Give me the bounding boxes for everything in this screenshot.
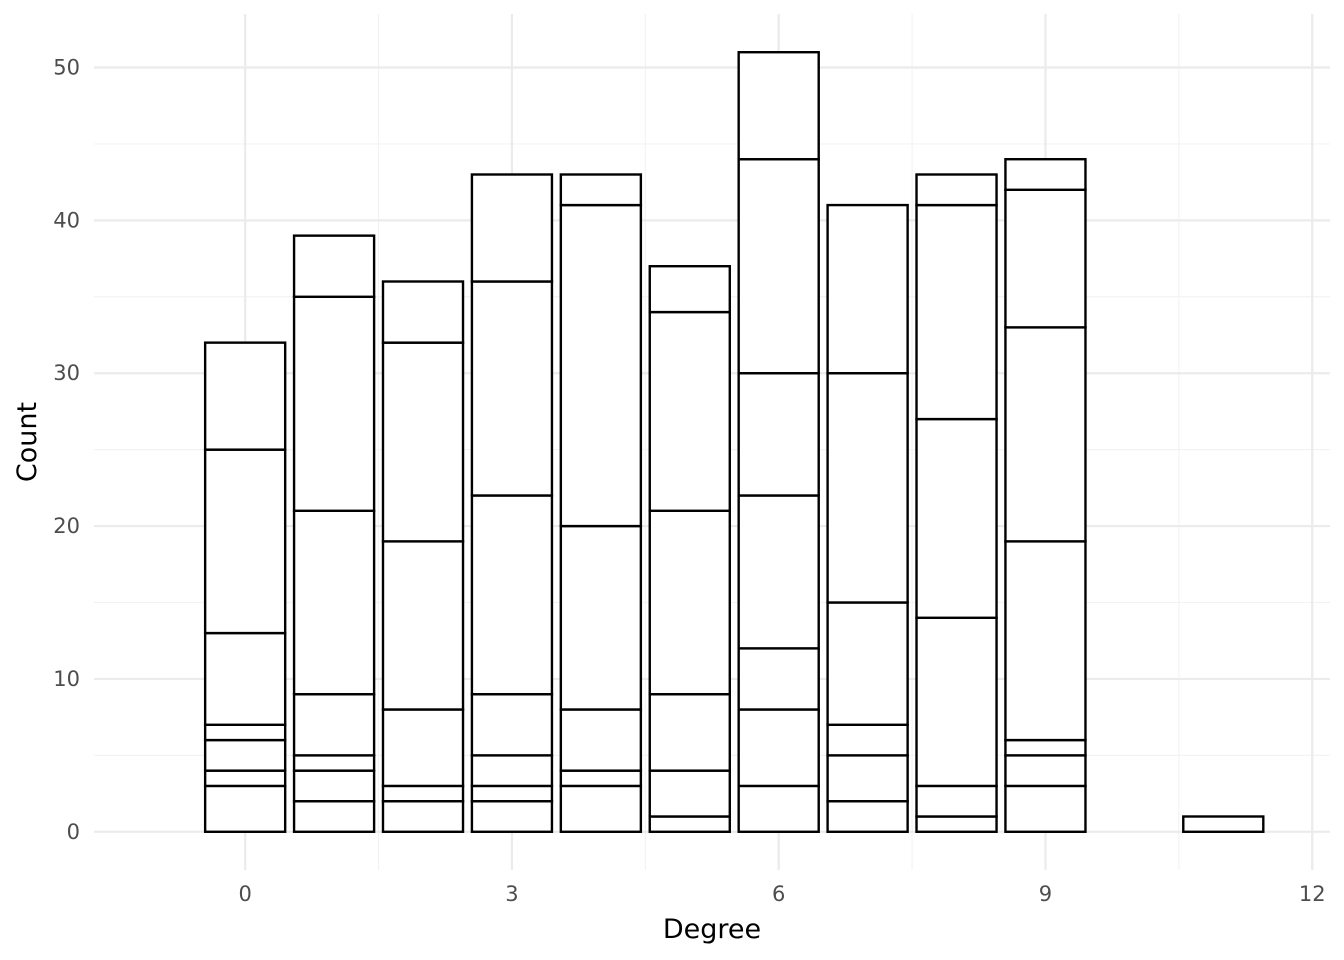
bar-segment bbox=[1004, 738, 1087, 757]
bar-segment bbox=[1182, 815, 1265, 833]
bar-segment bbox=[915, 203, 998, 421]
bar-segment bbox=[826, 203, 909, 375]
bar-segment bbox=[826, 723, 909, 757]
bar-segment bbox=[826, 372, 909, 604]
x-tick-label: 9 bbox=[1039, 882, 1052, 906]
bar-segment bbox=[826, 754, 909, 803]
bar-segment bbox=[203, 738, 287, 772]
y-tick-label: 30 bbox=[53, 361, 80, 385]
bar-segment bbox=[203, 769, 287, 788]
bar-segment bbox=[203, 341, 287, 451]
bar-segment bbox=[470, 754, 554, 788]
bar-degree-6 bbox=[737, 51, 820, 833]
bar-segment bbox=[381, 784, 465, 803]
bar-degree-0 bbox=[203, 341, 287, 833]
y-axis-title: Count bbox=[12, 402, 43, 482]
bar-segment bbox=[470, 693, 554, 757]
bar-degree-7 bbox=[826, 203, 909, 833]
bar-segment bbox=[470, 173, 554, 283]
bar-segment bbox=[292, 769, 376, 803]
bar-segment bbox=[648, 693, 731, 772]
bar-segment bbox=[559, 784, 643, 833]
bar-segment bbox=[737, 647, 820, 711]
x-tick-label: 6 bbox=[772, 882, 785, 906]
bar-segment bbox=[292, 295, 376, 512]
bar-segment bbox=[203, 631, 287, 726]
x-axis-ticks: 0 3 6 9 12 bbox=[238, 882, 1325, 906]
bar-segment bbox=[648, 815, 731, 833]
bar-segment bbox=[915, 417, 998, 619]
bar-segment bbox=[737, 494, 820, 650]
bar-segment bbox=[1004, 188, 1087, 329]
bar-segment bbox=[559, 708, 643, 772]
bar-degree-8 bbox=[915, 173, 998, 833]
bar-segment bbox=[292, 693, 376, 757]
bar-segment bbox=[648, 265, 731, 314]
bar-segment bbox=[915, 784, 998, 818]
bar-segment bbox=[737, 708, 820, 788]
bar-segment bbox=[470, 494, 554, 696]
bar-segment bbox=[292, 800, 376, 833]
bar-segment bbox=[1004, 540, 1087, 742]
bar-degree-5 bbox=[648, 265, 731, 833]
bar-segment bbox=[381, 800, 465, 833]
bar-segment bbox=[737, 158, 820, 375]
y-tick-label: 10 bbox=[53, 667, 80, 691]
bar-segment bbox=[292, 509, 376, 696]
bar-segment bbox=[470, 800, 554, 833]
bar-segment bbox=[559, 769, 643, 788]
bar-segment bbox=[648, 310, 731, 512]
bar-segment bbox=[737, 51, 820, 161]
x-tick-label: 12 bbox=[1299, 882, 1326, 906]
y-tick-label: 50 bbox=[53, 56, 80, 80]
bar-degree-9 bbox=[1004, 158, 1087, 833]
bar-degree-4 bbox=[559, 173, 643, 833]
bar-segment bbox=[203, 448, 287, 635]
bar-segment bbox=[915, 173, 998, 207]
x-tick-label: 0 bbox=[238, 882, 251, 906]
bar-segment bbox=[381, 540, 465, 711]
x-tick-label: 3 bbox=[505, 882, 518, 906]
bar-segment bbox=[1004, 326, 1087, 543]
bar-segment bbox=[559, 524, 643, 711]
bar-segment bbox=[915, 815, 998, 833]
bar-segment bbox=[381, 280, 465, 344]
bars bbox=[203, 51, 1265, 833]
bar-degree-1 bbox=[292, 234, 376, 833]
bar-segment bbox=[648, 769, 731, 818]
bar-segment bbox=[826, 601, 909, 726]
bar-segment bbox=[559, 173, 643, 207]
bar-segment bbox=[559, 203, 643, 528]
x-axis-title: Degree bbox=[663, 914, 761, 945]
bar-segment bbox=[470, 280, 554, 497]
bar-segment bbox=[1004, 158, 1087, 191]
bar-degree-11 bbox=[1182, 815, 1265, 833]
bar-segment bbox=[203, 784, 287, 833]
bar-segment bbox=[826, 800, 909, 833]
bar-segment bbox=[203, 723, 287, 742]
bar-segment bbox=[470, 784, 554, 803]
bar-segment bbox=[292, 754, 376, 772]
bar-degree-3 bbox=[470, 173, 554, 833]
y-axis-ticks: 0 10 20 30 40 50 bbox=[53, 56, 80, 844]
bar-segment bbox=[292, 234, 376, 298]
bar-segment bbox=[381, 341, 465, 543]
y-tick-label: 20 bbox=[53, 514, 80, 538]
y-tick-label: 0 bbox=[67, 820, 80, 844]
bar-segment bbox=[381, 708, 465, 788]
bar-segment bbox=[1004, 784, 1087, 833]
bar-degree-2 bbox=[381, 280, 465, 833]
bar-segment bbox=[737, 372, 820, 497]
bar-segment bbox=[915, 616, 998, 788]
y-tick-label: 40 bbox=[53, 208, 80, 232]
bar-segment bbox=[648, 509, 731, 696]
bar-segment bbox=[737, 784, 820, 833]
bar-segment bbox=[1004, 754, 1087, 788]
